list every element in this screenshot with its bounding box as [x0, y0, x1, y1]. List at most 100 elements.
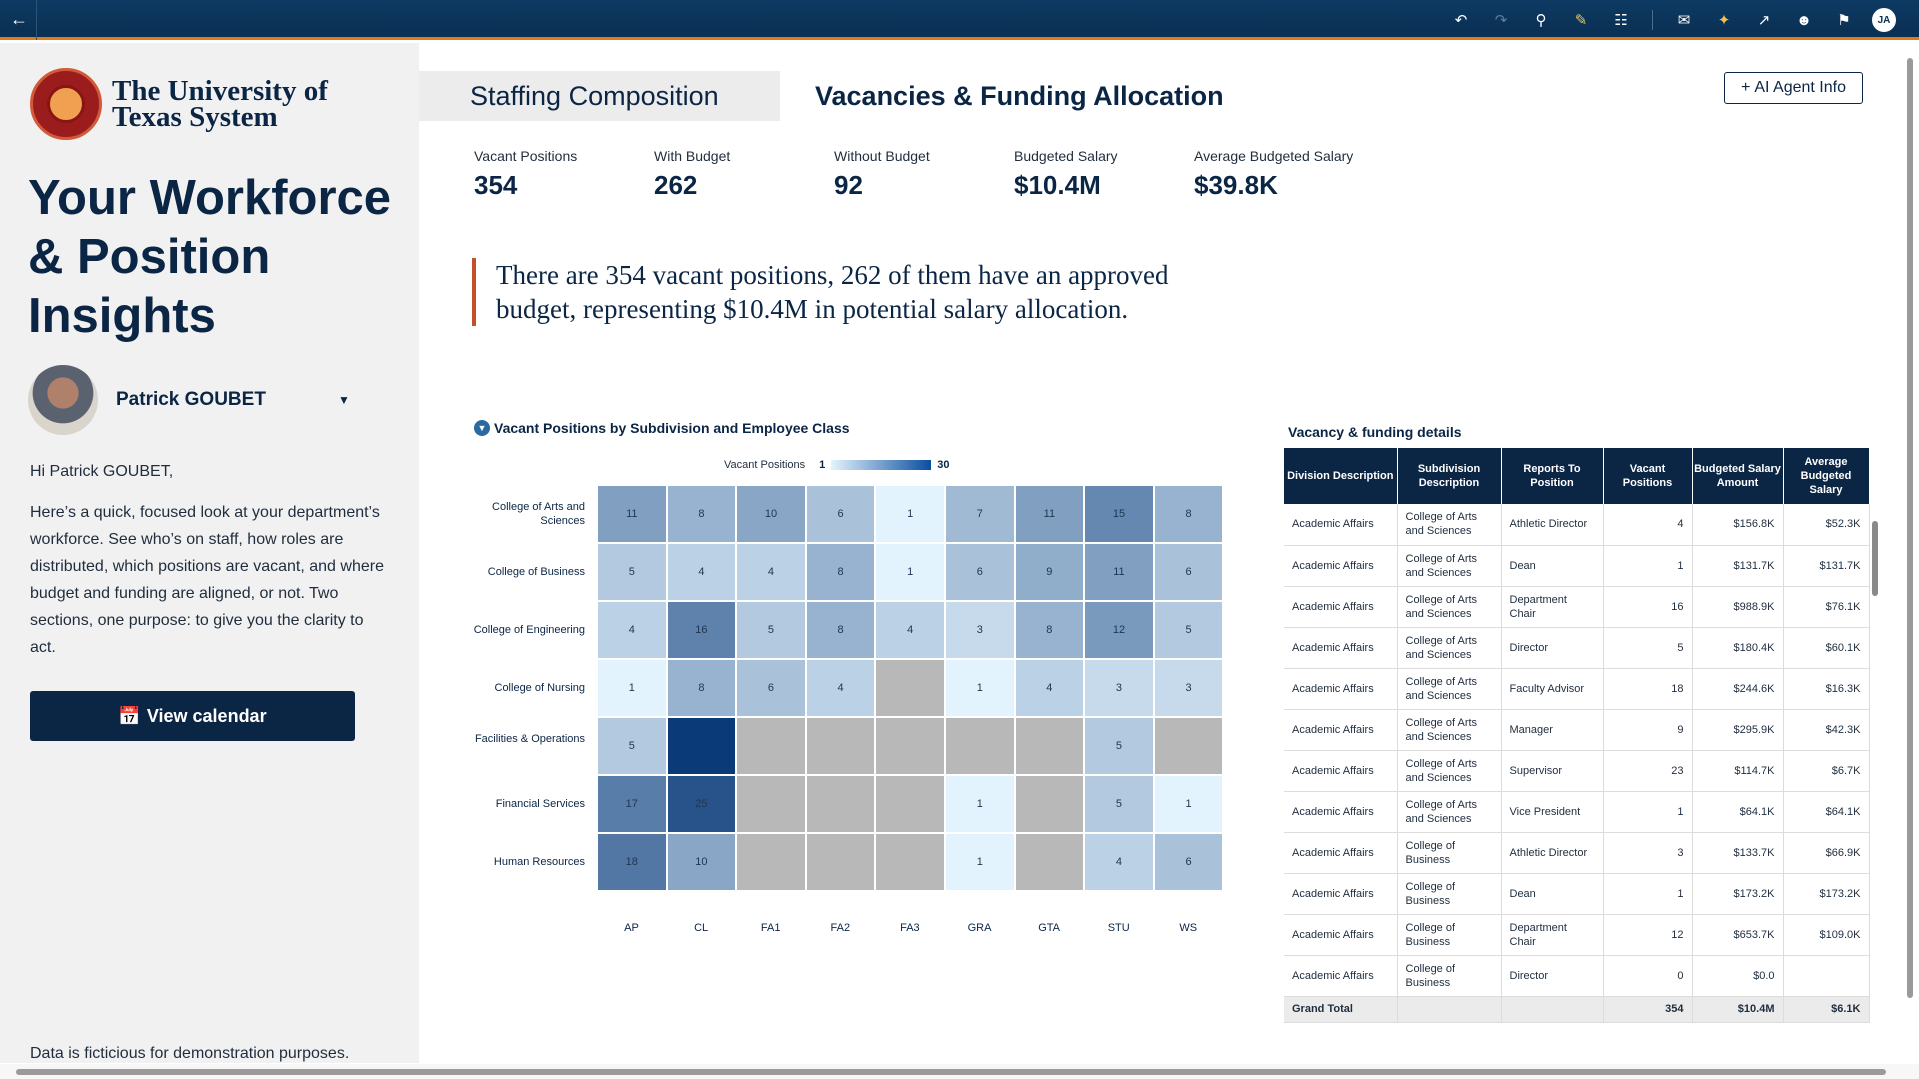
heatmap-cell[interactable]: 3: [1153, 659, 1224, 717]
heatmap-cell[interactable]: 1: [944, 833, 1015, 891]
user-name[interactable]: Patrick GOUBET: [116, 389, 266, 410]
data-icon[interactable]: ☷: [1614, 12, 1628, 29]
heatmap-cell[interactable]: 8: [1153, 485, 1224, 543]
heatmap-cell[interactable]: 5: [1084, 775, 1154, 833]
table-row[interactable]: Academic Affairs College of Business Athle…: [1284, 832, 1870, 874]
heatmap-cell[interactable]: 4: [1084, 833, 1154, 891]
filter-icon[interactable]: ▼: [474, 420, 490, 436]
table-row[interactable]: Academic Affairs College of Arts and Scie…: [1284, 791, 1870, 833]
heatmap-cell[interactable]: 4: [666, 543, 737, 601]
redo-icon[interactable]: ↷: [1494, 12, 1508, 29]
heatmap-cell[interactable]: 5: [1084, 717, 1154, 775]
heatmap-cell[interactable]: 18: [597, 833, 667, 891]
back-arrow-icon[interactable]: ←: [10, 9, 28, 29]
heatmap-cell[interactable]: 3: [1084, 659, 1154, 717]
undo-icon[interactable]: ↶: [1454, 12, 1468, 29]
heatmap-cell[interactable]: [875, 833, 945, 891]
tab-staffing-composition[interactable]: Staffing Composition: [419, 71, 780, 121]
heatmap-cell[interactable]: 8: [805, 601, 876, 659]
heatmap-cell[interactable]: 1: [944, 775, 1015, 833]
heatmap-cell[interactable]: 7: [944, 485, 1015, 543]
table-row[interactable]: Academic Affairs College of Arts and Scie…: [1284, 586, 1870, 628]
heatmap-cell[interactable]: 4: [736, 543, 806, 601]
edit-icon[interactable]: ✎: [1574, 12, 1588, 29]
heatmap-cell[interactable]: 6: [944, 543, 1015, 601]
heatmap-cell[interactable]: 4: [805, 659, 876, 717]
column-header[interactable]: Division Description: [1284, 448, 1398, 504]
heatmap-cell[interactable]: 6: [805, 485, 876, 543]
ai-agent-info-button[interactable]: + AI Agent Info: [1724, 72, 1863, 104]
heatmap-cell[interactable]: [1014, 717, 1085, 775]
heatmap-cell[interactable]: [875, 659, 945, 717]
table-row[interactable]: Academic Affairs College of Arts and Scie…: [1284, 750, 1870, 792]
heatmap-cell[interactable]: 9: [1014, 543, 1085, 601]
table-row[interactable]: Academic Affairs College of Arts and Scie…: [1284, 709, 1870, 751]
table-scrollbar-thumb[interactable]: [1872, 521, 1878, 596]
zoom-icon[interactable]: ⚲: [1535, 12, 1547, 29]
heatmap-cell[interactable]: 4: [875, 601, 945, 659]
horizontal-scrollbar-thumb[interactable]: [16, 1069, 1886, 1075]
table-row[interactable]: Academic Affairs College of Arts and Scie…: [1284, 504, 1870, 546]
ai-icon[interactable]: ✦: [1717, 12, 1731, 29]
heatmap-cell[interactable]: 3: [944, 601, 1015, 659]
heatmap-cell[interactable]: [736, 717, 806, 775]
table-row[interactable]: Academic Affairs College of Business Dean 1…: [1284, 873, 1870, 915]
heatmap-cell[interactable]: 10: [666, 833, 737, 891]
heatmap-cell[interactable]: [805, 775, 876, 833]
column-header[interactable]: Budgeted Salary Amount: [1692, 448, 1784, 504]
heatmap-cell[interactable]: [1153, 717, 1224, 775]
share-user-icon[interactable]: ☻: [1796, 11, 1812, 29]
heatmap-cell[interactable]: 10: [736, 485, 806, 543]
heatmap-cell[interactable]: 15: [1084, 485, 1154, 543]
heatmap-cell[interactable]: [805, 717, 876, 775]
heatmap-cell[interactable]: 12: [1084, 601, 1154, 659]
heatmap-cell[interactable]: 17: [597, 775, 667, 833]
column-header[interactable]: Reports To Position: [1501, 448, 1604, 504]
heatmap-cell[interactable]: 5: [736, 601, 806, 659]
column-header[interactable]: Subdivision Description: [1397, 448, 1502, 504]
export-icon[interactable]: ↗: [1757, 12, 1771, 29]
heatmap-cell[interactable]: 1: [944, 659, 1015, 717]
heatmap-cell[interactable]: 25: [666, 775, 737, 833]
heatmap-cell[interactable]: 5: [1153, 601, 1224, 659]
column-header[interactable]: Average Budgeted Salary: [1783, 448, 1870, 504]
heatmap-cell[interactable]: [1014, 833, 1085, 891]
table-row[interactable]: Academic Affairs College of Business Direc…: [1284, 955, 1870, 997]
heatmap-cell[interactable]: [805, 833, 876, 891]
user-avatar[interactable]: JA: [1869, 5, 1899, 35]
column-header[interactable]: Vacant Positions: [1603, 448, 1693, 504]
table-row[interactable]: Academic Affairs College of Arts and Scie…: [1284, 668, 1870, 710]
heatmap-cell[interactable]: 6: [1153, 833, 1224, 891]
bookmark-icon[interactable]: ⚑: [1837, 12, 1851, 29]
heatmap-cell[interactable]: 6: [736, 659, 806, 717]
heatmap-cell[interactable]: [1014, 775, 1085, 833]
vertical-scrollbar-thumb[interactable]: [1907, 58, 1913, 998]
heatmap-cell[interactable]: 1: [1153, 775, 1224, 833]
heatmap-cell[interactable]: 4: [1014, 659, 1085, 717]
page-horizontal-scrollbar[interactable]: [0, 1064, 1919, 1079]
heatmap-cell[interactable]: [736, 775, 806, 833]
heatmap-cell[interactable]: 5: [597, 543, 667, 601]
table-row[interactable]: Academic Affairs College of Arts and Scie…: [1284, 545, 1870, 587]
chevron-down-icon[interactable]: ▼: [337, 393, 350, 407]
heatmap-cell[interactable]: 8: [805, 543, 876, 601]
heatmap-cell[interactable]: 6: [1153, 543, 1224, 601]
heatmap-cell[interactable]: [666, 717, 737, 775]
table-row[interactable]: Academic Affairs College of Business Depar…: [1284, 914, 1870, 956]
user-selector[interactable]: Patrick GOUBET ▼: [28, 365, 350, 435]
heatmap-cell[interactable]: 1: [597, 659, 667, 717]
heatmap-cell[interactable]: 16: [666, 601, 737, 659]
table-scrollbar[interactable]: [1871, 505, 1879, 1010]
heatmap-cell[interactable]: 1: [875, 543, 945, 601]
view-calendar-button[interactable]: 📅 View calendar: [30, 691, 355, 741]
user-initials[interactable]: JA: [1872, 8, 1896, 32]
heatmap-cell[interactable]: 8: [666, 485, 737, 543]
heatmap-cell[interactable]: 11: [1084, 543, 1154, 601]
comments-icon[interactable]: ✉: [1677, 12, 1691, 29]
heatmap-cell[interactable]: [875, 775, 945, 833]
heatmap-cell[interactable]: 11: [1014, 485, 1085, 543]
tab-vacancies-funding[interactable]: Vacancies & Funding Allocation: [790, 71, 1249, 121]
heatmap-cell[interactable]: [944, 717, 1015, 775]
heatmap-cell[interactable]: [736, 833, 806, 891]
heatmap-cell[interactable]: 11: [597, 485, 667, 543]
